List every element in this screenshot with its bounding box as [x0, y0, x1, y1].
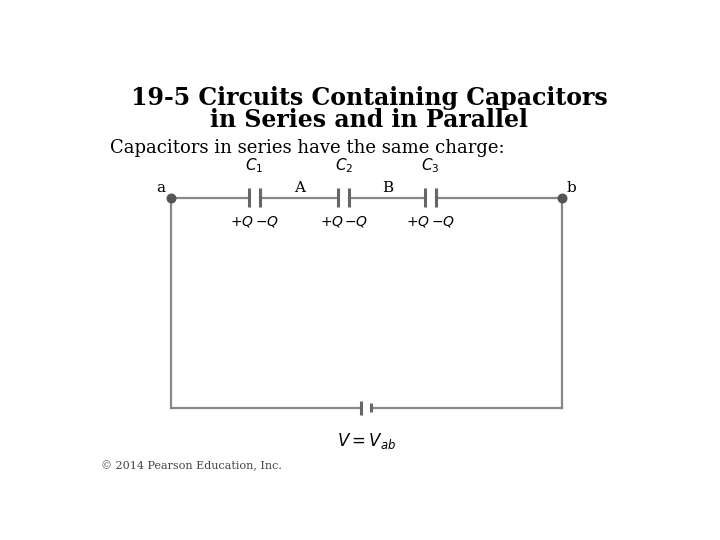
Text: b: b: [567, 180, 577, 194]
Text: $+Q$: $+Q$: [230, 214, 254, 230]
Text: B: B: [382, 180, 393, 194]
Text: a: a: [156, 180, 166, 194]
Text: © 2014 Pearson Education, Inc.: © 2014 Pearson Education, Inc.: [101, 461, 282, 471]
Text: Capacitors in series have the same charge:: Capacitors in series have the same charg…: [109, 139, 504, 157]
Text: in Series and in Parallel: in Series and in Parallel: [210, 107, 528, 132]
Point: [556, 193, 567, 202]
Text: $V = V_{ab}$: $V = V_{ab}$: [337, 431, 396, 451]
Text: $-Q$: $-Q$: [431, 214, 454, 230]
Text: $-Q$: $-Q$: [255, 214, 279, 230]
Text: $+Q$: $+Q$: [406, 214, 430, 230]
Text: $-Q$: $-Q$: [344, 214, 368, 230]
Text: A: A: [294, 180, 305, 194]
Point: [165, 193, 176, 202]
Text: $C_3$: $C_3$: [421, 156, 440, 175]
Text: $C_2$: $C_2$: [335, 156, 353, 175]
Text: 19-5 Circuits Containing Capacitors: 19-5 Circuits Containing Capacitors: [130, 86, 608, 110]
Text: $C_1$: $C_1$: [246, 156, 264, 175]
Text: $+Q$: $+Q$: [320, 214, 343, 230]
